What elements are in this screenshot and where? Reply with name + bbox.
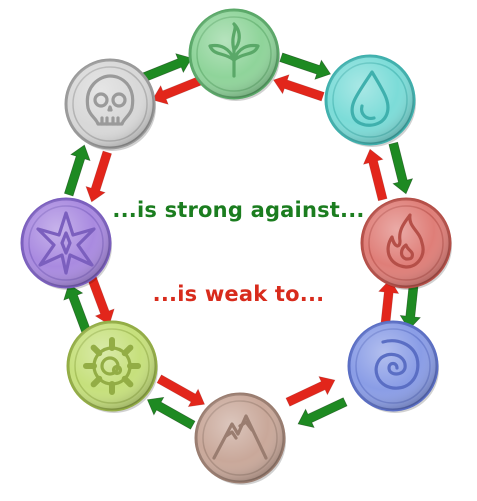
leaf-sprout-icon: [208, 22, 260, 78]
coin-nature: [188, 8, 280, 101]
weak-arrow-magic-to-tech: [86, 273, 115, 326]
arrows-layer: [63, 52, 421, 430]
star-burst-icon: [36, 211, 96, 275]
water-drop-icon: [350, 70, 390, 127]
strong-arrow-tech-to-magic: [63, 283, 92, 336]
strong-arrow-death-to-nature: [141, 53, 193, 83]
strong-arrow-earth-to-tech: [147, 396, 196, 430]
coin-magic: [20, 197, 112, 290]
strong-arrow-wind-to-earth: [297, 397, 348, 428]
coin-wind: [347, 320, 439, 413]
coins-layer: [20, 8, 452, 485]
mountain-icon: [212, 414, 268, 460]
coin-tech: [66, 320, 158, 413]
swirl-icon: [374, 339, 420, 390]
coin-water: [324, 54, 416, 147]
coin-fire: [360, 197, 452, 290]
gear-icon: [83, 337, 141, 395]
coin-death: [64, 58, 156, 151]
weak-arrow-water-to-nature: [273, 74, 325, 102]
weak-arrow-nature-to-death: [151, 75, 203, 105]
weak-arrow-fire-to-water: [362, 148, 388, 202]
flame-icon: [386, 213, 425, 269]
coin-earth: [194, 392, 286, 485]
strong-arrow-nature-to-water: [279, 52, 331, 80]
strong-arrow-water-to-fire: [388, 141, 414, 195]
strong-against-label: ...is strong against...: [112, 198, 365, 222]
weak-to-label: ...is weak to...: [152, 282, 325, 306]
skull-icon: [85, 74, 135, 126]
weak-arrow-earth-to-wind: [285, 376, 336, 407]
weak-arrow-death-to-magic: [85, 150, 112, 203]
weak-arrow-tech-to-earth: [156, 374, 205, 408]
strong-arrow-magic-to-death: [64, 144, 91, 197]
